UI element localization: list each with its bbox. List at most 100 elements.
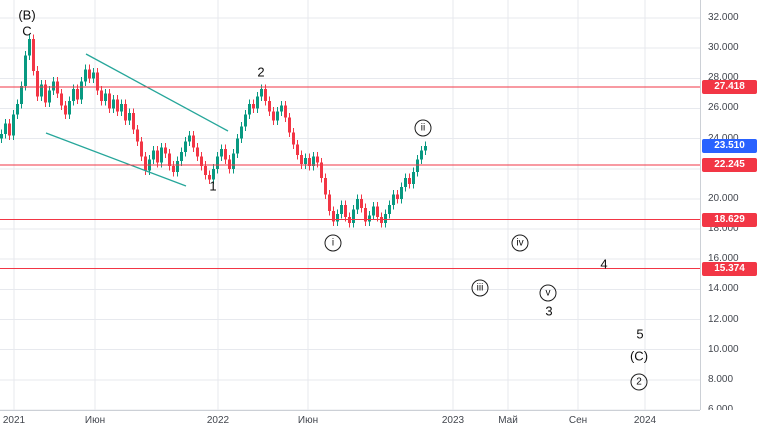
candle: [256, 91, 259, 113]
candle: [188, 131, 191, 147]
candle: [108, 88, 111, 113]
wave-label[interactable]: v: [539, 284, 557, 302]
candle: [140, 137, 143, 162]
candle: [24, 51, 27, 91]
candle: [296, 140, 299, 160]
candle: [128, 108, 131, 126]
axis-corner: [700, 410, 758, 432]
wave-label[interactable]: 2: [630, 373, 648, 391]
price-tick-label: 10.000: [708, 343, 739, 355]
candle: [360, 194, 363, 213]
price-axis[interactable]: 32.000 30.000 28.000 26.000 24.000 20.000 18.0…: [700, 0, 758, 415]
candle: [180, 147, 183, 166]
candle: [120, 99, 123, 116]
candle: [44, 79, 47, 107]
candle: [244, 109, 247, 132]
candle: [340, 200, 343, 219]
candle: [224, 144, 227, 165]
time-tick-label: Июн: [84, 415, 106, 426]
price-tick-label: 20.000: [708, 192, 739, 204]
candle: [212, 164, 215, 184]
candle: [100, 85, 103, 106]
price-tick-label: 30.000: [708, 42, 739, 54]
wave-label[interactable]: C: [22, 23, 32, 39]
candle: [48, 85, 51, 107]
candle: [8, 119, 11, 141]
candle: [4, 119, 7, 139]
chart-plot-area[interactable]: (B) C 2 1 ii i iv iii v 3 4 5 (C) 2: [0, 0, 700, 410]
candle: [248, 99, 251, 120]
candle: [408, 173, 411, 189]
candle: [240, 122, 243, 144]
candle: [216, 152, 219, 174]
candle: [196, 143, 199, 162]
trendline[interactable]: [45, 132, 187, 187]
candle: [412, 167, 415, 189]
candle: [284, 100, 287, 123]
candle: [272, 106, 275, 126]
candle: [68, 96, 71, 120]
price-tick-label: 12.000: [708, 313, 739, 325]
wave-label[interactable]: ii: [414, 119, 432, 137]
candle: [276, 106, 279, 126]
candle: [372, 201, 375, 221]
candle: [400, 182, 403, 204]
candle: [356, 194, 359, 214]
candle: [344, 200, 347, 222]
candle: [52, 76, 55, 95]
wave-label[interactable]: i: [324, 234, 342, 252]
wave-label[interactable]: 1: [209, 178, 217, 194]
candle: [324, 173, 327, 199]
trendline[interactable]: [85, 53, 229, 132]
candle: [32, 34, 35, 76]
candle: [204, 161, 207, 180]
candle: [92, 67, 95, 83]
candle: [352, 204, 355, 228]
candle: [80, 76, 83, 104]
candle: [252, 99, 255, 113]
candle: [40, 79, 43, 101]
time-tick-label: Сен: [568, 415, 588, 426]
candle: [28, 34, 31, 61]
candle: [416, 155, 419, 177]
candle: [132, 108, 135, 135]
price-tick-label: 24.000: [708, 133, 739, 145]
wave-label[interactable]: 2: [257, 64, 265, 80]
wave-label[interactable]: (C): [629, 348, 649, 364]
candle: [220, 144, 223, 162]
price-level-badge: 15.374: [702, 261, 757, 276]
candle: [384, 209, 387, 228]
wave-label[interactable]: 4: [600, 256, 608, 272]
candle: [404, 173, 407, 192]
candle: [328, 189, 331, 216]
candle: [420, 146, 423, 165]
price-tick-label: 14.000: [708, 283, 739, 295]
candle: [96, 67, 99, 95]
time-tick-label: Май: [498, 415, 518, 426]
time-tick-label: 2023: [441, 415, 465, 426]
wave-label[interactable]: (B): [18, 7, 36, 23]
price-tick-label: 16.000: [708, 253, 739, 265]
candle: [168, 149, 171, 171]
candle: [0, 129, 3, 144]
candle: [312, 152, 315, 171]
candle: [292, 128, 295, 150]
wave-label[interactable]: iv: [511, 234, 529, 252]
wave-label[interactable]: iii: [471, 279, 489, 297]
candle: [300, 150, 303, 169]
candle: [288, 112, 291, 138]
candle: [304, 153, 307, 169]
wave-label[interactable]: 5: [636, 326, 644, 342]
candle: [396, 189, 399, 204]
candle: [184, 137, 187, 157]
candle: [124, 99, 127, 126]
candle: [336, 209, 339, 227]
wave-label[interactable]: 3: [545, 303, 553, 319]
candle: [200, 152, 203, 171]
chart-canvas[interactable]: [0, 0, 700, 410]
time-axis[interactable]: 2021 Июн 2022 Июн 2023 Май Сен 2024: [0, 410, 758, 432]
candle: [228, 155, 231, 174]
candle: [232, 149, 235, 174]
price-tick-label: 32.000: [708, 12, 739, 23]
